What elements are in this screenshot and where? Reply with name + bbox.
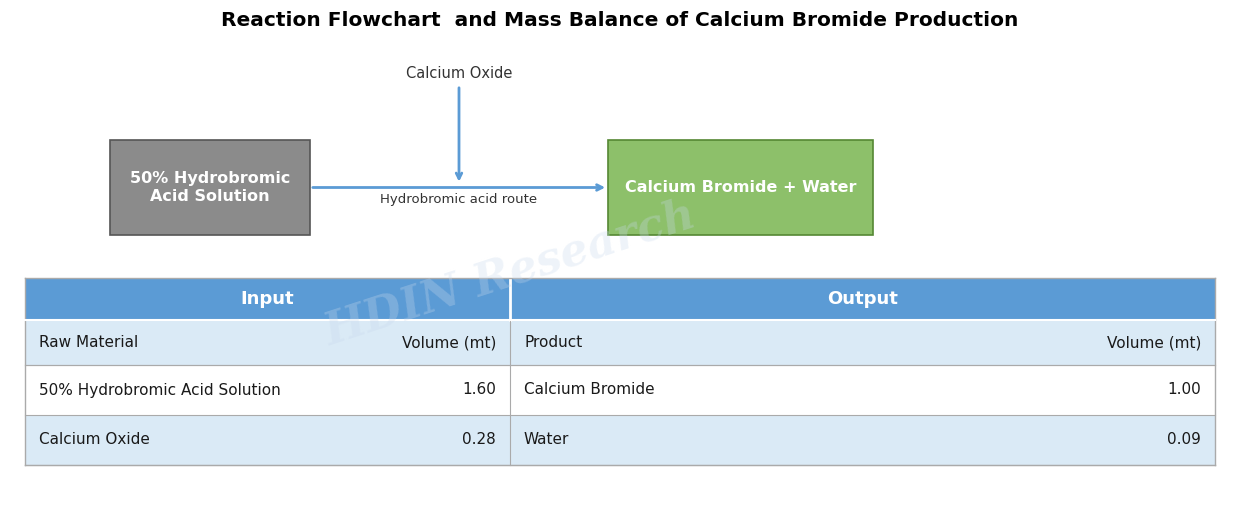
- FancyBboxPatch shape: [510, 278, 1215, 320]
- Text: Volume (mt): Volume (mt): [402, 335, 496, 350]
- Text: Calcium Oxide: Calcium Oxide: [38, 433, 150, 448]
- Text: 0.28: 0.28: [463, 433, 496, 448]
- Text: 50% Hydrobromic
Acid Solution: 50% Hydrobromic Acid Solution: [130, 171, 290, 204]
- Text: 0.09: 0.09: [1167, 433, 1202, 448]
- Text: 1.00: 1.00: [1167, 382, 1202, 397]
- Text: Water: Water: [525, 433, 569, 448]
- FancyBboxPatch shape: [25, 365, 1215, 415]
- Text: Calcium Oxide: Calcium Oxide: [405, 66, 512, 81]
- FancyBboxPatch shape: [110, 140, 310, 235]
- Text: Output: Output: [827, 290, 898, 308]
- Text: 1.60: 1.60: [463, 382, 496, 397]
- Text: Product: Product: [525, 335, 583, 350]
- Text: Calcium Bromide + Water: Calcium Bromide + Water: [625, 180, 857, 195]
- FancyBboxPatch shape: [25, 415, 1215, 465]
- Text: Reaction Flowchart  and Mass Balance of Calcium Bromide Production: Reaction Flowchart and Mass Balance of C…: [221, 12, 1019, 31]
- Text: Input: Input: [241, 290, 294, 308]
- FancyBboxPatch shape: [608, 140, 873, 235]
- Text: Volume (mt): Volume (mt): [1106, 335, 1202, 350]
- Text: Calcium Bromide: Calcium Bromide: [525, 382, 655, 397]
- Text: Hydrobromic acid route: Hydrobromic acid route: [381, 194, 538, 206]
- Text: 50% Hydrobromic Acid Solution: 50% Hydrobromic Acid Solution: [38, 382, 280, 397]
- Text: Raw Material: Raw Material: [38, 335, 138, 350]
- Text: HDIN Research: HDIN Research: [319, 194, 702, 354]
- FancyBboxPatch shape: [25, 320, 1215, 365]
- FancyBboxPatch shape: [25, 278, 510, 320]
